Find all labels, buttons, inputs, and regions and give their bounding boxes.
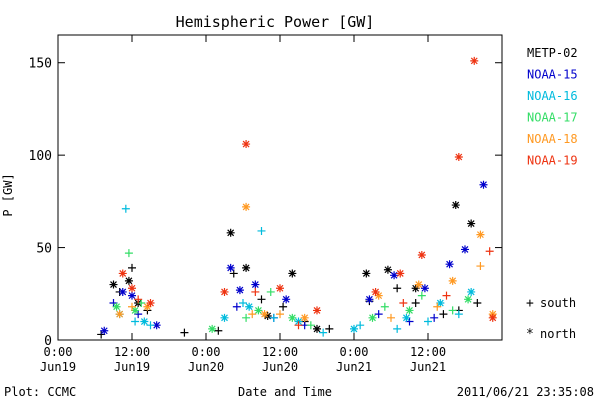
point-noaa-17-north <box>113 303 121 311</box>
point-metp-02-north <box>384 266 392 274</box>
point-noaa-19-north <box>455 153 463 161</box>
marker-legend-symbol: + <box>526 296 534 311</box>
point-noaa-15-north <box>227 264 235 272</box>
point-metp-02-north <box>313 325 321 333</box>
point-noaa-15-north <box>100 327 108 335</box>
point-noaa-18-north <box>116 310 124 318</box>
point-metp-02-north <box>110 281 118 289</box>
point-metp-02-north <box>467 220 475 228</box>
point-noaa-15-north <box>251 281 259 289</box>
legend-entry-noaa-18: NOAA-18 <box>527 132 578 146</box>
point-noaa-19-north <box>489 314 497 322</box>
point-noaa-18-north <box>415 281 423 289</box>
legend-entry-noaa-19: NOAA-19 <box>527 154 578 168</box>
x-tick-label-date: Jun20 <box>262 360 298 374</box>
point-noaa-15-north <box>461 245 469 253</box>
x-axis-label: Date and Time <box>238 385 332 399</box>
x-tick-label-date: Jun21 <box>336 360 372 374</box>
point-noaa-15-north <box>480 181 488 189</box>
point-noaa-17-north <box>254 306 262 314</box>
point-noaa-19-north <box>396 269 404 277</box>
point-noaa-18-north <box>242 203 250 211</box>
x-tick-label-time: 0:00 <box>340 345 369 359</box>
point-noaa-17-north <box>208 325 216 333</box>
point-noaa-19-north <box>221 288 229 296</box>
point-noaa-15-north <box>365 295 373 303</box>
x-tick-label-time: 0:00 <box>44 345 73 359</box>
point-metp-02-north <box>452 201 460 209</box>
legend-entry-noaa-15: NOAA-15 <box>527 68 578 82</box>
point-noaa-19-north <box>119 269 127 277</box>
point-noaa-15-north <box>390 271 398 279</box>
chart-title: Hemispheric Power [GW] <box>176 13 375 31</box>
point-metp-02-north <box>362 269 370 277</box>
legend-entry-noaa-17: NOAA-17 <box>527 111 578 125</box>
point-metp-02-north <box>288 269 296 277</box>
point-noaa-19-north <box>372 288 380 296</box>
marker-legend-label: south <box>540 296 576 310</box>
marker-legend-label: north <box>540 327 576 341</box>
point-noaa-19-north <box>147 299 155 307</box>
point-noaa-19-north <box>313 306 321 314</box>
point-noaa-17-north <box>369 314 377 322</box>
point-metp-02-north <box>125 277 133 285</box>
point-noaa-15-north <box>236 286 244 294</box>
point-noaa-18-north <box>261 310 269 318</box>
x-tick-label-date: Jun20 <box>188 360 224 374</box>
point-noaa-17-north <box>288 314 296 322</box>
point-noaa-19-north <box>242 140 250 148</box>
point-noaa-19-north <box>418 251 426 259</box>
point-noaa-16-north <box>221 314 229 322</box>
y-tick-label: 50 <box>36 242 52 257</box>
point-noaa-18-north <box>301 314 309 322</box>
point-noaa-18-north <box>449 277 457 285</box>
y-tick-label: 150 <box>29 57 52 72</box>
x-tick-label-time: 12:00 <box>262 345 298 359</box>
point-noaa-15-north <box>282 295 290 303</box>
point-noaa-15-north <box>128 292 136 300</box>
point-noaa-18-north <box>476 231 484 239</box>
point-noaa-16-north <box>402 314 410 322</box>
legend-entry-metp-02: METP-02 <box>527 46 578 60</box>
point-metp-02-north <box>242 264 250 272</box>
legend-entry-noaa-16: NOAA-16 <box>527 89 578 103</box>
point-noaa-19-north <box>128 284 136 292</box>
point-noaa-15-north <box>119 288 127 296</box>
x-tick-label-date: Jun19 <box>114 360 150 374</box>
y-tick-label: 100 <box>29 149 52 164</box>
point-noaa-16-north <box>140 318 148 326</box>
point-noaa-16-north <box>467 288 475 296</box>
point-noaa-17-north <box>406 306 414 314</box>
point-noaa-15-north <box>421 284 429 292</box>
x-tick-label-time: 12:00 <box>114 345 150 359</box>
footer-left: Plot: CCMC <box>4 385 76 399</box>
point-noaa-16-north <box>350 325 358 333</box>
point-noaa-16-north <box>245 303 253 311</box>
marker-legend-symbol: * <box>526 327 534 342</box>
point-noaa-19-north <box>470 57 478 65</box>
x-tick-label-time: 0:00 <box>192 345 221 359</box>
x-tick-label-date: Jun21 <box>410 360 446 374</box>
footer-right: 2011/06/21 23:35:08 <box>457 385 594 399</box>
point-metp-02-north <box>227 229 235 237</box>
y-axis-label: P [GW] <box>1 173 15 216</box>
point-noaa-19-north <box>276 284 284 292</box>
point-noaa-17-north <box>464 295 472 303</box>
x-tick-label-time: 12:00 <box>410 345 446 359</box>
point-noaa-15-north <box>446 260 454 268</box>
x-tick-label-date: Jun19 <box>40 360 76 374</box>
